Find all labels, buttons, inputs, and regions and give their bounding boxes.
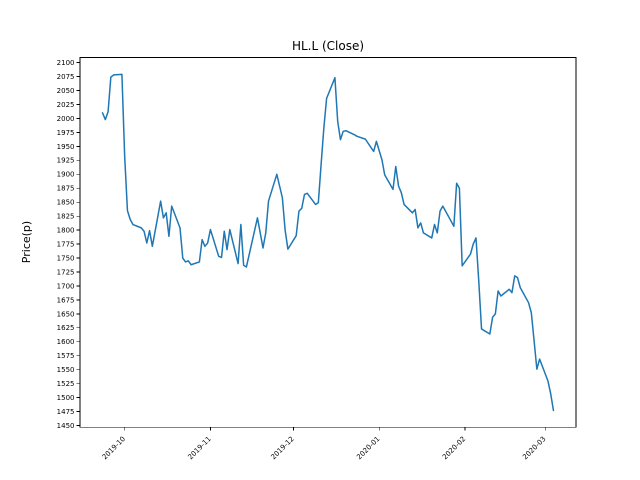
y-tick-label: 1675 <box>57 296 75 304</box>
y-tick-label: 1900 <box>57 171 75 179</box>
y-tick-label: 2000 <box>57 115 75 123</box>
y-tick-label: 1550 <box>57 366 75 374</box>
y-tick-label: 1975 <box>57 129 75 137</box>
y-tick-label: 1450 <box>57 422 75 430</box>
y-tick-label: 1625 <box>57 324 75 332</box>
y-tick-label: 2025 <box>57 101 75 109</box>
axes-border <box>79 57 577 428</box>
y-tick-label: 1525 <box>57 380 75 388</box>
y-tick-label: 2100 <box>57 59 75 67</box>
y-tick-label: 1650 <box>57 310 75 318</box>
y-tick-label: 1950 <box>57 143 75 151</box>
y-tick-label: 1600 <box>57 338 75 346</box>
y-tick-label: 1875 <box>57 185 75 193</box>
y-tick-label: 1700 <box>57 282 75 290</box>
y-tick-label: 1775 <box>57 240 75 248</box>
y-tick-label: 1825 <box>57 213 75 221</box>
y-tick-label: 2050 <box>57 87 75 95</box>
chart-title: HL.L (Close) <box>292 39 364 53</box>
y-tick-label: 1500 <box>57 394 75 402</box>
y-tick-label: 1475 <box>57 408 75 416</box>
y-tick-label: 2075 <box>57 73 75 81</box>
y-tick-label: 1800 <box>57 227 75 235</box>
y-tick-label: 1750 <box>57 254 75 262</box>
price-line <box>101 73 555 412</box>
y-tick-label: 1725 <box>57 268 75 276</box>
y-tick-label: 1575 <box>57 352 75 360</box>
y-tick-label: 1925 <box>57 157 75 165</box>
y-tick-label: 1850 <box>57 199 75 207</box>
y-axis-label: Price(p) <box>20 221 33 263</box>
